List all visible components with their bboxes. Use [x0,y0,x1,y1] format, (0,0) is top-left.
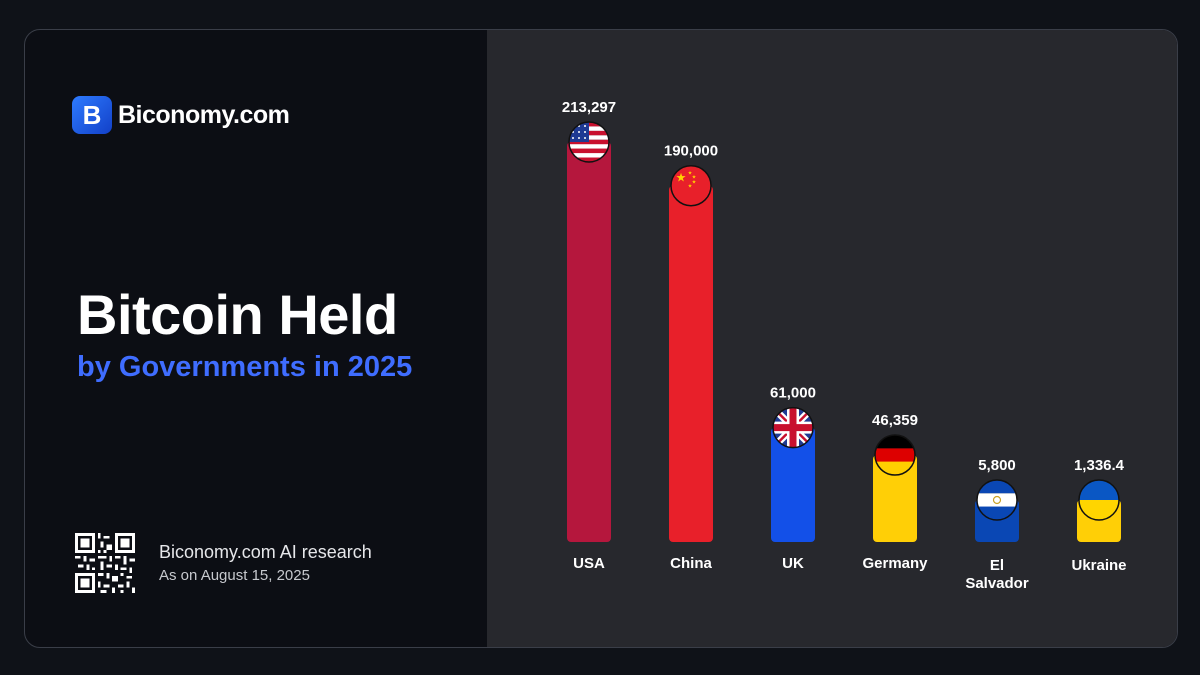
chart-panel: 213,297 USA ★ ★ ★ ★ ★ 190,000 China 61,000 UK 46,35… [487,30,1177,647]
source-text: Biconomy.com AI research [159,542,372,562]
date-text: As on August 15, 2025 [159,567,310,584]
svg-text:★: ★ [688,184,693,190]
bar-china [669,185,713,542]
category-label-usa: USA [573,555,605,572]
china-flag-icon: ★ ★★★★ [670,164,712,207]
value-label-uk: 61,000 [770,385,816,402]
svg-text:★: ★ [692,175,697,181]
bar-group-germany: 46,359 Germany [862,412,928,572]
usa-flag-icon [568,121,610,163]
bar-usa [567,142,611,542]
germany-flag-icon [874,434,916,476]
value-label-usa: 213,297 [562,99,616,116]
bar-group-usa: 213,297 USA [562,99,616,572]
bar-germany [873,455,917,542]
category-label-uk: UK [782,555,804,572]
svg-text:★: ★ [676,171,687,185]
page-title: Bitcoin Held [77,283,398,346]
qr-code-icon [75,533,135,593]
el-salvador-flag-icon [976,479,1018,521]
bar-uk [771,427,815,542]
svg-text:★: ★ [692,180,697,186]
bar-group-uk: 61,000 UK [770,385,816,572]
category-label-el-salvador: El Salvador [965,557,1029,592]
bar-group-ukraine: 1,336.4 Ukraine [1071,457,1126,574]
biconomy-logo-icon: B [72,96,112,134]
svg-text:★: ★ [688,171,693,177]
page-subtitle: by Governments in 2025 [77,351,413,383]
value-label-germany: 46,359 [872,412,918,429]
left-panel: B Biconomy.com Bitcoin Held by Governmen… [25,30,487,647]
ukraine-flag-icon [1078,479,1120,521]
brand-logo: B Biconomy.com [72,96,290,134]
value-label-ukraine: 1,336.4 [1074,457,1125,474]
value-label-el-salvador: 5,800 [978,457,1016,474]
infographic-card: B Biconomy.com Bitcoin Held by Governmen… [24,29,1178,648]
svg-text:B: B [83,101,102,129]
uk-flag-icon [772,406,814,449]
value-label-china: 190,000 [664,143,718,160]
brand-name: Biconomy.com [118,100,290,129]
bar-group-el-salvador: 5,800 El Salvador [965,457,1029,592]
category-label-ukraine: Ukraine [1071,557,1126,574]
category-label-germany: Germany [862,555,928,572]
category-label-china: China [670,555,712,572]
